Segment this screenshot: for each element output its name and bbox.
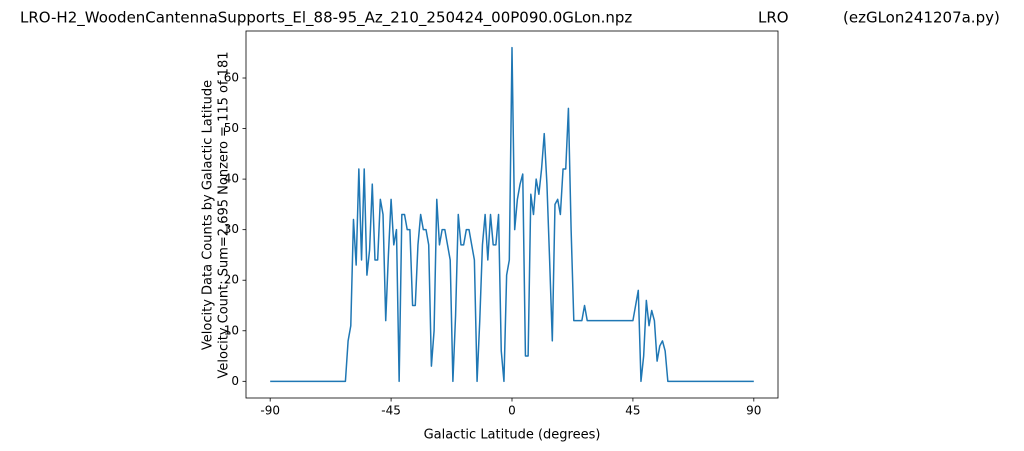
- y-tick-label: 0: [231, 374, 239, 388]
- x-tick-label: -45: [381, 404, 401, 418]
- title-site: LRO: [758, 9, 789, 27]
- x-tick-label: 90: [746, 404, 761, 418]
- y-tick-label: 50: [224, 121, 239, 135]
- y-tick-label: 20: [224, 273, 239, 287]
- y-axis-label: Velocity Count: Sum=2,695 Nonzero = 115 …: [217, 52, 232, 379]
- title-file: LRO-H2_WoodenCantennaSupports_El_88-95_A…: [20, 9, 632, 28]
- y-axis-label: Velocity Data Counts by Galactic Latitud…: [201, 80, 216, 350]
- data-line: [270, 46, 754, 383]
- y-tick-label: 10: [224, 323, 239, 337]
- y-tick-label: 30: [224, 222, 239, 236]
- x-tick-label: 0: [508, 404, 516, 418]
- x-tick-label: 45: [625, 404, 640, 418]
- x-axis-label: Galactic Latitude (degrees): [424, 428, 601, 443]
- x-tick-label: -90: [260, 404, 280, 418]
- y-tick-label: 60: [224, 71, 239, 85]
- y-tick-label: 40: [224, 172, 239, 186]
- title-script: (ezGLon241207a.py): [843, 9, 1000, 27]
